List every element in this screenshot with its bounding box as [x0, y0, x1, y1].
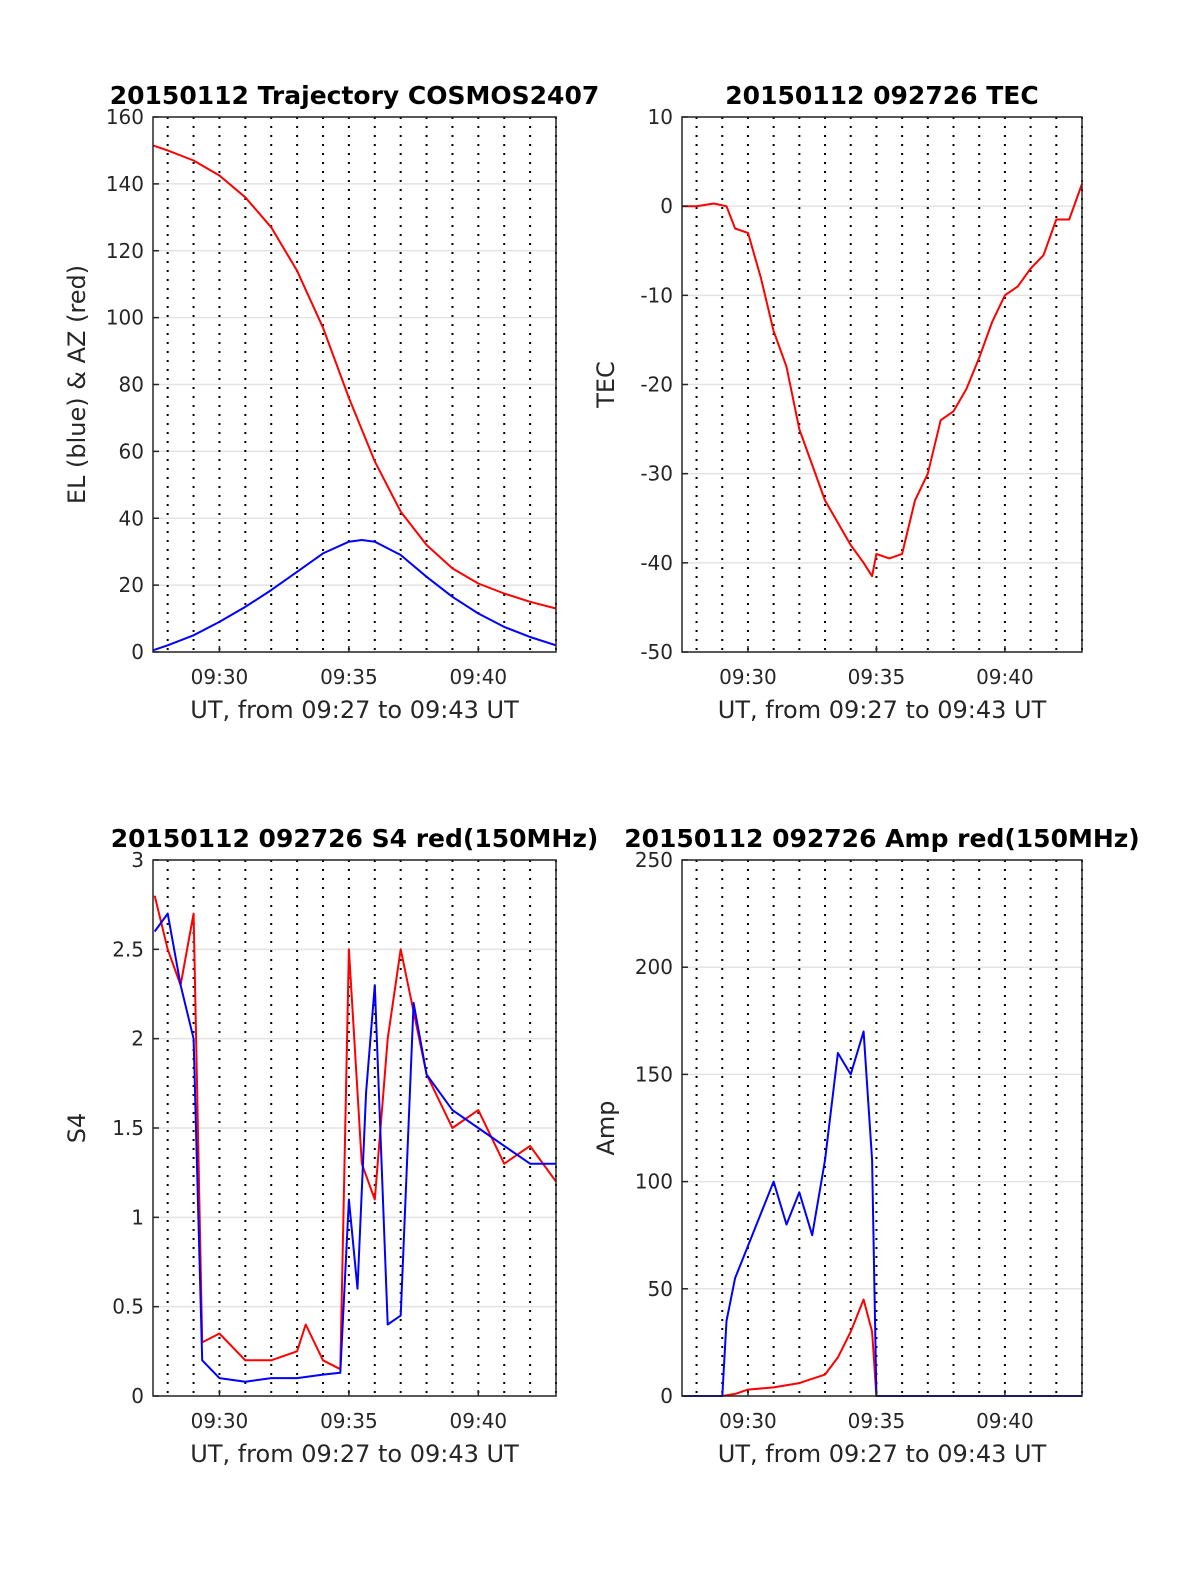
- chart4-xtick-label: 09:30: [719, 1409, 777, 1433]
- chart2: -50 -40 -30 -20 -10 0 10 09:30 09:35 09:40 2015011…: [592, 81, 1083, 724]
- chart4-ytick-label: 50: [648, 1277, 673, 1301]
- chart1-series-2: [152, 539, 557, 652]
- chart3-ytick-label: 0: [131, 1384, 144, 1408]
- chart2-ylabel: TEC: [592, 361, 620, 409]
- chart3-ytick-label: 3: [131, 848, 144, 872]
- chart2-title: 20150112 092726 TEC: [725, 81, 1038, 110]
- chart3-xtick-label: 09:40: [450, 1409, 508, 1433]
- chart1-title: 20150112 Trajectory COSMOS2407: [110, 81, 600, 110]
- chart1-ytick-label: 0: [131, 640, 144, 664]
- chart3-ytick-label: 1.5: [112, 1116, 144, 1140]
- chart1-ytick-label: 160: [106, 105, 144, 129]
- chart2-xlabel: UT, from 09:27 to 09:43 UT: [718, 696, 1047, 724]
- chart3-ytick-label: 2: [131, 1027, 144, 1051]
- chart3-title: 20150112 092726 S4 red(150MHz): [111, 824, 599, 853]
- chart4-ytick-label: 250: [635, 848, 673, 872]
- chart2-ytick-label: -30: [640, 462, 673, 486]
- chart4-title: 20150112 092726 Amp red(150MHz): [624, 824, 1140, 853]
- chart3-series-2: [153, 912, 556, 1383]
- chart4-ytick-label: 100: [635, 1170, 673, 1194]
- chart1-series-1: [152, 144, 557, 610]
- chart4-ytick-label: 150: [635, 1062, 673, 1086]
- chart1-xtick-label: 09:40: [450, 665, 508, 689]
- chart2-ytick-label: -50: [640, 640, 673, 664]
- chart2-ytick-label: 10: [648, 105, 673, 129]
- chart2-series-1: [682, 183, 1083, 578]
- chart3-xtick-label: 09:30: [191, 1409, 249, 1433]
- chart1-xtick-label: 09:30: [191, 665, 249, 689]
- chart1-ytick-label: 120: [106, 239, 144, 263]
- chart1-ytick-label: 20: [119, 573, 144, 597]
- chart4-series-2: [682, 1030, 1082, 1397]
- chart3-ytick-label: 0.5: [112, 1295, 144, 1319]
- chart4-xlabel: UT, from 09:27 to 09:43 UT: [718, 1440, 1047, 1468]
- chart1-ylabel: EL (blue) & AZ (red): [63, 265, 91, 504]
- chart4-plot-area: [682, 860, 1082, 1396]
- chart3-ytick-label: 1: [131, 1205, 144, 1229]
- chart4-xtick-label: 09:40: [976, 1409, 1034, 1433]
- chart3: 0 0.5 1 1.5 2 2.5 3 09:30 09:35 09:40 20150112 092…: [63, 824, 598, 1468]
- chart2-xtick-label: 09:30: [719, 665, 777, 689]
- chart4-ytick-label: 0: [660, 1384, 673, 1408]
- chart3-xtick-label: 09:35: [320, 1409, 378, 1433]
- chart4-xtick-label: 09:35: [848, 1409, 906, 1433]
- chart2-ytick-label: -10: [640, 283, 673, 307]
- chart2-ytick-label: -40: [640, 551, 673, 575]
- chart4-axes-box: [681, 859, 1083, 1397]
- chart4-ylabel: Amp: [592, 1100, 620, 1155]
- chart3-xlabel: UT, from 09:27 to 09:43 UT: [190, 1440, 519, 1468]
- chart4: 0 50 100 150 200 250 09:30 09:35 09:40 20150112 0…: [592, 824, 1140, 1468]
- chart1-ytick-label: 60: [119, 439, 144, 463]
- chart1-ytick-label: 80: [119, 373, 144, 397]
- chart2-xtick-label: 09:40: [976, 665, 1034, 689]
- chart1-ytick-label: 140: [106, 172, 144, 196]
- chart2-ytick-label: -20: [640, 373, 673, 397]
- chart1: 0 20 40 60 80 100 120 140 160 09:30 09:35 09:40 2015…: [63, 81, 599, 724]
- chart2-ytick-label: 0: [660, 194, 673, 218]
- chart1-ytick-label: 100: [106, 306, 144, 330]
- chart1-ytick-label: 40: [119, 506, 144, 530]
- chart4-ytick-label: 200: [635, 955, 673, 979]
- chart3-ylabel: S4: [63, 1113, 91, 1144]
- chart2-xtick-label: 09:35: [848, 665, 906, 689]
- chart3-ytick-label: 2.5: [112, 937, 144, 961]
- chart1-xlabel: UT, from 09:27 to 09:43 UT: [190, 696, 519, 724]
- chart1-xtick-label: 09:35: [320, 665, 378, 689]
